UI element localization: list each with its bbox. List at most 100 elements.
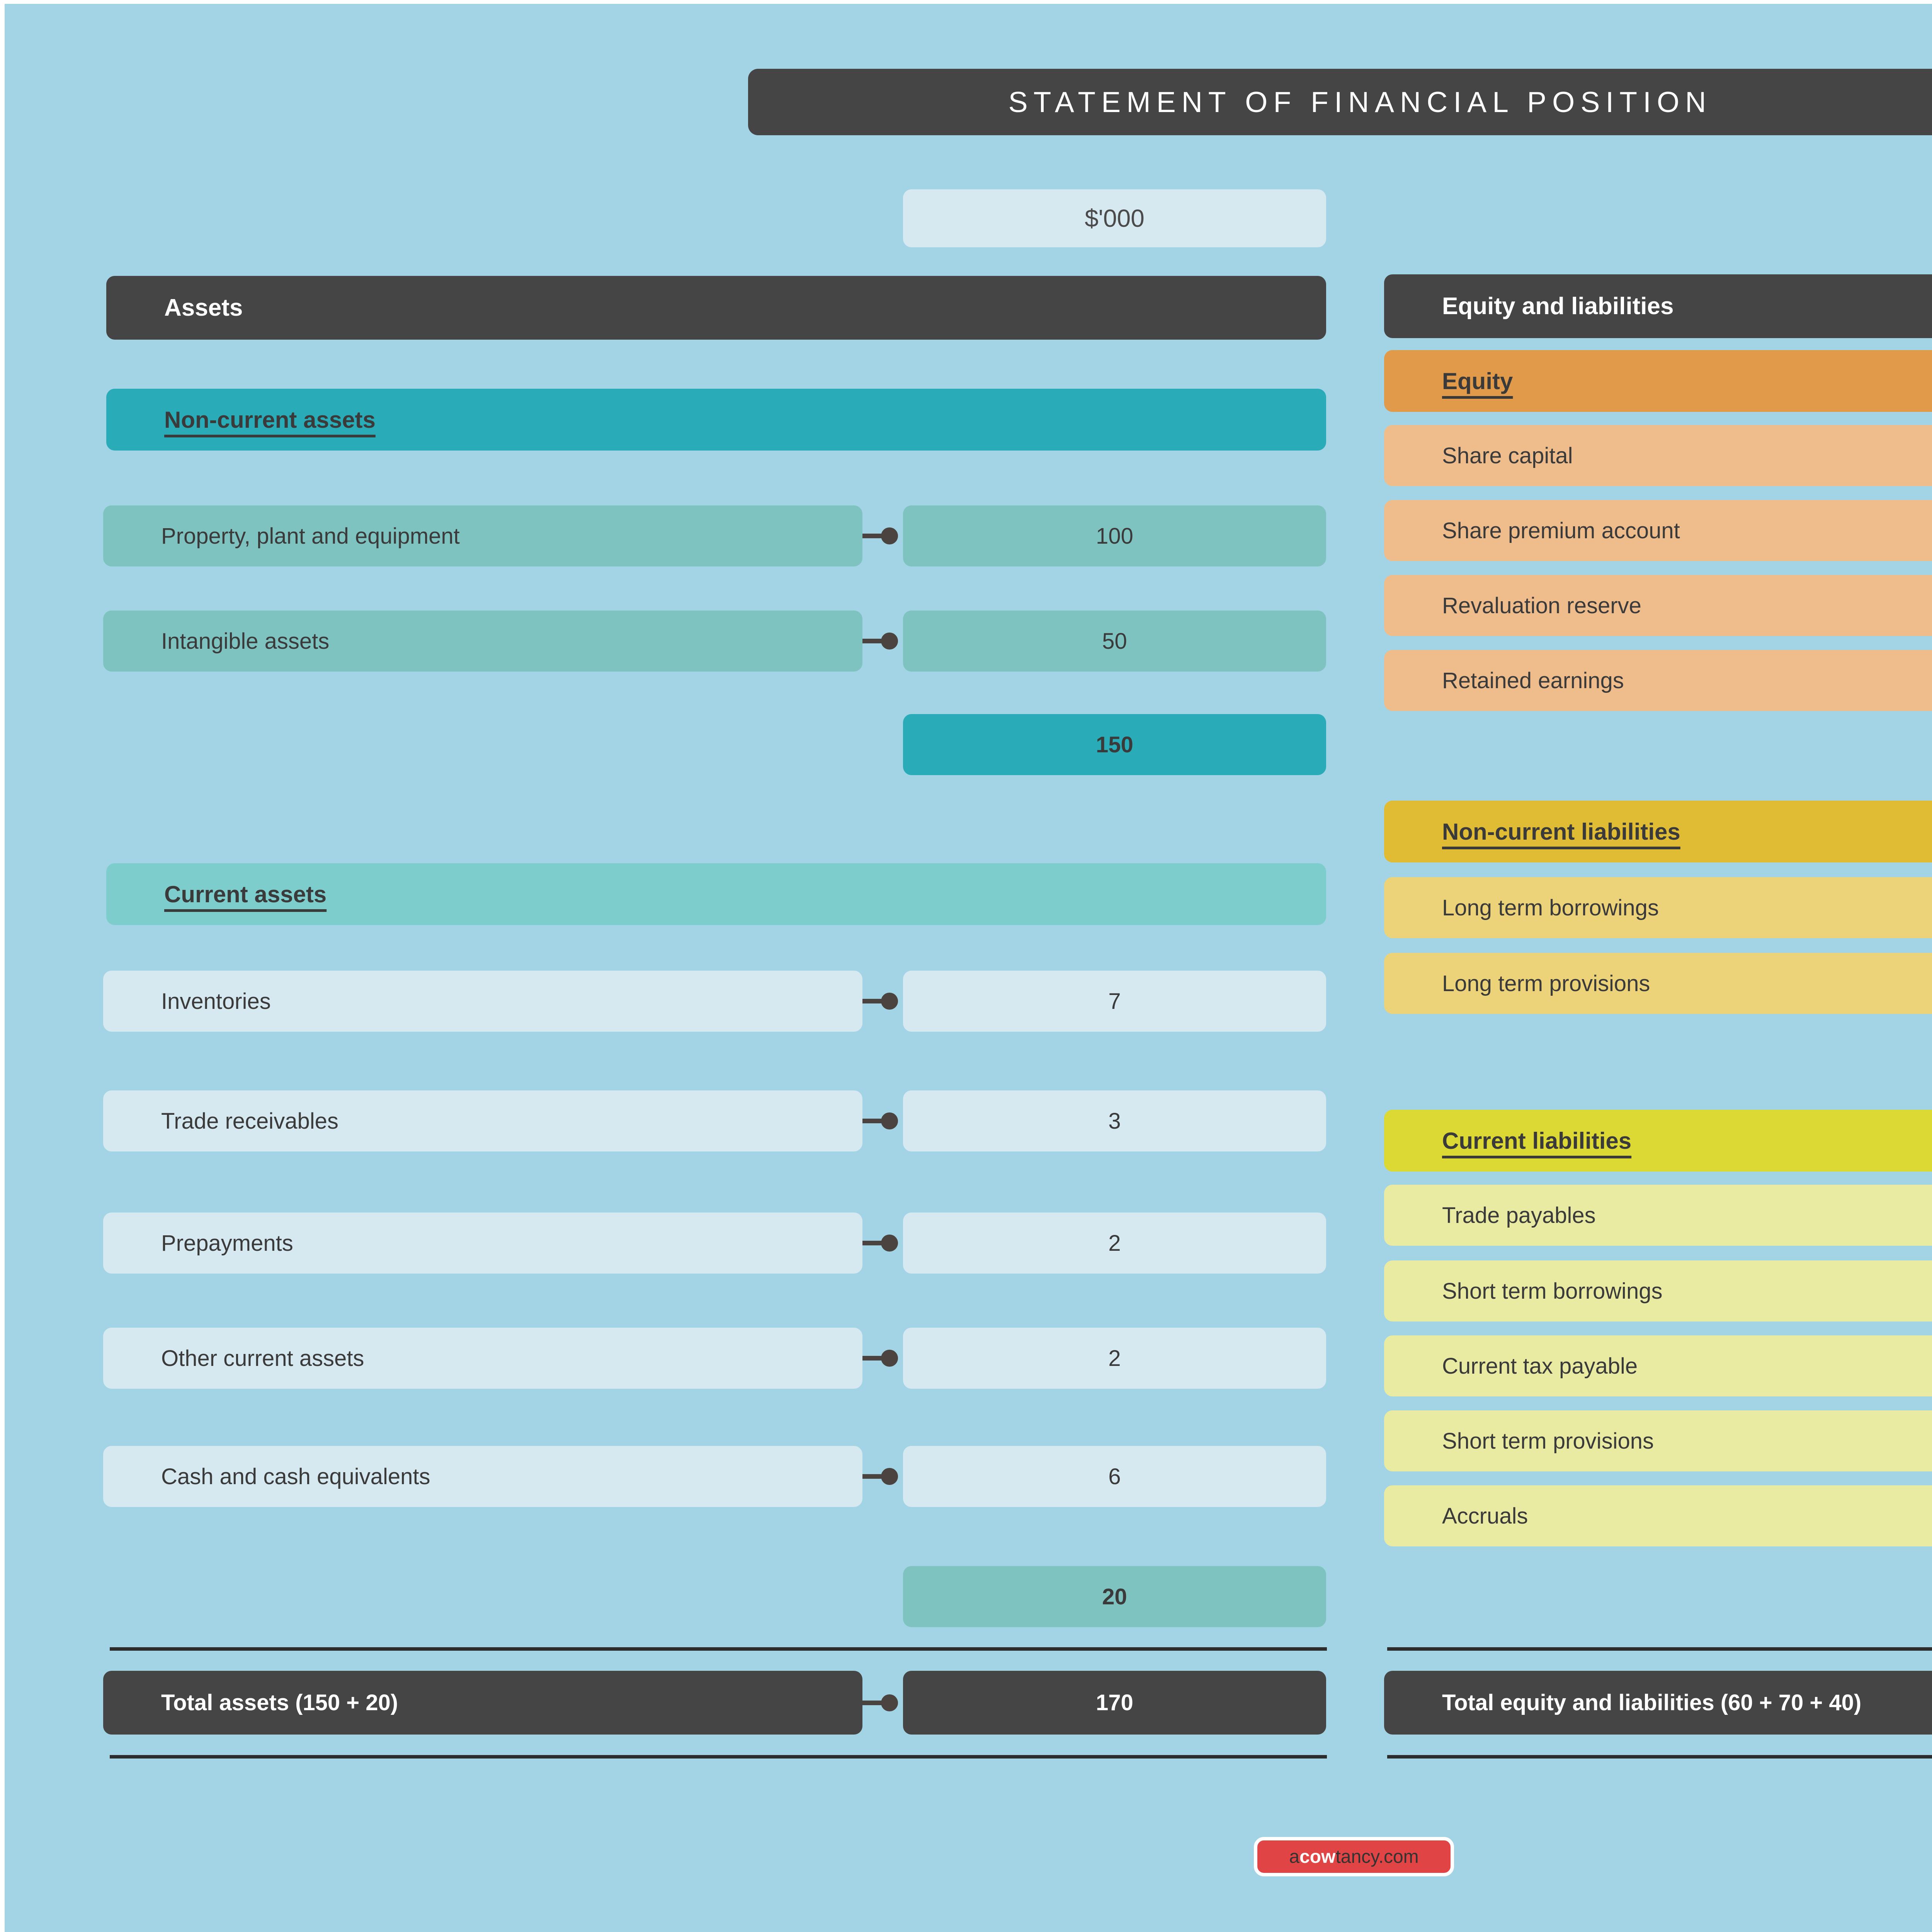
total-assets-label: Total assets (150 + 20) [103, 1671, 862, 1735]
row-value: 7 [903, 971, 1326, 1032]
group-header-non-current-assets-label: Non-current assets [164, 406, 376, 433]
row-label-text: Retained earnings [1442, 668, 1624, 693]
row-label: Short term borrowings [1384, 1260, 1932, 1321]
row-label-text: Share capital [1442, 443, 1573, 468]
section-banner-assets: Assets [106, 276, 1326, 340]
row-label-text: Trade payables [1442, 1202, 1596, 1228]
row-label: Current tax payable [1384, 1335, 1932, 1396]
table-row: Trade payables 15 [1384, 1185, 1932, 1246]
row-label: Revaluation reserve [1384, 575, 1932, 636]
row-label-text: Short term provisions [1442, 1428, 1654, 1454]
table-row: Intangible assets 50 [103, 611, 1326, 672]
logo-text-cow: cow [1299, 1846, 1336, 1867]
row-label: Accruals [1384, 1485, 1932, 1546]
table-row: Long term borrowings 40 [1384, 877, 1932, 938]
subtotal-current-assets: 20 [903, 1566, 1326, 1627]
row-value: 6 [903, 1446, 1326, 1507]
row-value-text: 2 [1108, 1230, 1121, 1256]
table-row: Inventories 7 [103, 971, 1326, 1032]
row-connector-icon [862, 633, 898, 650]
row-label: Intangible assets [103, 611, 862, 672]
row-label-text: Cash and cash equivalents [161, 1464, 430, 1489]
table-row: Property, plant and equipment 100 [103, 505, 1326, 566]
row-label: Trade receivables [103, 1090, 862, 1151]
row-value: 50 [903, 611, 1326, 672]
table-row: Long term provisions 30 [1384, 953, 1932, 1014]
units-header-left-text: $'000 [1085, 204, 1145, 232]
table-row: Share premium account 1 [1384, 500, 1932, 561]
row-connector-icon [862, 1112, 898, 1129]
logo-text-a: a [1289, 1846, 1300, 1867]
divider-rule [1387, 1647, 1932, 1651]
row-label-text: Other current assets [161, 1345, 364, 1371]
group-header-current-assets: Current assets [106, 863, 1326, 925]
table-row: Retained earnings 5 [1384, 650, 1932, 711]
row-connector-icon [862, 1468, 898, 1485]
row-label-text: Accruals [1442, 1503, 1528, 1529]
row-value-text: 2 [1108, 1345, 1121, 1371]
row-label: Other current assets [103, 1328, 862, 1389]
table-row: Prepayments 2 [103, 1213, 1326, 1274]
row-label-text: Short term borrowings [1442, 1278, 1663, 1304]
page-title-text: STATEMENT OF FINANCIAL POSITION [1008, 86, 1712, 118]
row-value: 2 [903, 1213, 1326, 1274]
row-label-text: Inventories [161, 988, 271, 1014]
section-banner-equity-liabilities: Equity and liabilities [1384, 274, 1932, 338]
divider-rule [110, 1755, 1327, 1759]
table-row: Other current assets 2 [103, 1328, 1326, 1389]
row-label-text: Intangible assets [161, 628, 330, 654]
row-label-text: Long term borrowings [1442, 895, 1659, 920]
total-equity-liabilities-row: Total equity and liabilities (60 + 70 + … [1384, 1671, 1932, 1735]
row-label: Trade payables [1384, 1185, 1932, 1246]
table-row: Share capital 50 [1384, 425, 1932, 486]
row-label-text: Current tax payable [1442, 1353, 1638, 1379]
row-label: Inventories [103, 971, 862, 1032]
divider-rule [1387, 1755, 1932, 1759]
row-label-text: Long term provisions [1442, 971, 1650, 996]
row-connector-icon [862, 993, 898, 1010]
table-row: Cash and cash equivalents 6 [103, 1446, 1326, 1507]
total-equity-liabilities-label-text: Total equity and liabilities (60 + 70 + … [1442, 1690, 1862, 1715]
row-value: 2 [903, 1328, 1326, 1389]
units-header-left: $'000 [903, 189, 1326, 247]
group-header-current-assets-label: Current assets [164, 881, 327, 907]
table-row: Short term provisions 8 [1384, 1410, 1932, 1471]
total-equity-liabilities-label: Total equity and liabilities (60 + 70 + … [1384, 1671, 1932, 1735]
divider-rule [110, 1647, 1327, 1651]
acowtancy-logo[interactable]: a cow tancy.com [1254, 1837, 1454, 1876]
row-label-text: Share premium account [1442, 518, 1680, 543]
row-value-text: 3 [1108, 1108, 1121, 1134]
table-row: Trade receivables 3 [103, 1090, 1326, 1151]
group-header-equity: Equity [1384, 350, 1932, 412]
group-header-non-current-assets: Non-current assets [106, 389, 1326, 451]
logo-text-tail: tancy.com [1335, 1846, 1419, 1867]
subtotal-non-current-assets: 150 [903, 714, 1326, 775]
page-title: STATEMENT OF FINANCIAL POSITION [748, 69, 1932, 135]
row-label: Long term borrowings [1384, 877, 1932, 938]
group-header-equity-label: Equity [1442, 368, 1513, 394]
row-label: Prepayments [103, 1213, 862, 1274]
row-label-text: Property, plant and equipment [161, 523, 460, 549]
total-connector-icon [862, 1694, 898, 1711]
subtotal-current-assets-value: 20 [1102, 1584, 1127, 1609]
table-row: Current tax payable 5 [1384, 1335, 1932, 1396]
subtotal-non-current-assets-value: 150 [1096, 732, 1133, 757]
row-label: Share premium account [1384, 500, 1932, 561]
row-label: Retained earnings [1384, 650, 1932, 711]
total-assets-row: Total assets (150 + 20) 170 [103, 1671, 1326, 1735]
section-banner-equity-liabilities-label: Equity and liabilities [1442, 293, 1674, 320]
row-connector-icon [862, 527, 898, 544]
row-value-text: 7 [1108, 988, 1121, 1014]
row-label: Cash and cash equivalents [103, 1446, 862, 1507]
total-assets-value: 170 [903, 1671, 1326, 1735]
row-connector-icon [862, 1350, 898, 1367]
infographic-canvas: STATEMENT OF FINANCIAL POSITION $'000 $'… [5, 4, 1932, 1932]
row-value-text: 100 [1096, 523, 1133, 549]
total-assets-value-text: 170 [1096, 1690, 1133, 1715]
row-label: Share capital [1384, 425, 1932, 486]
row-label-text: Trade receivables [161, 1108, 338, 1134]
group-header-current-liabilities-label: Current liabilities [1442, 1128, 1632, 1154]
row-value-text: 6 [1108, 1464, 1121, 1489]
row-label: Long term provisions [1384, 953, 1932, 1014]
group-header-current-liabilities: Current liabilities [1384, 1110, 1932, 1172]
